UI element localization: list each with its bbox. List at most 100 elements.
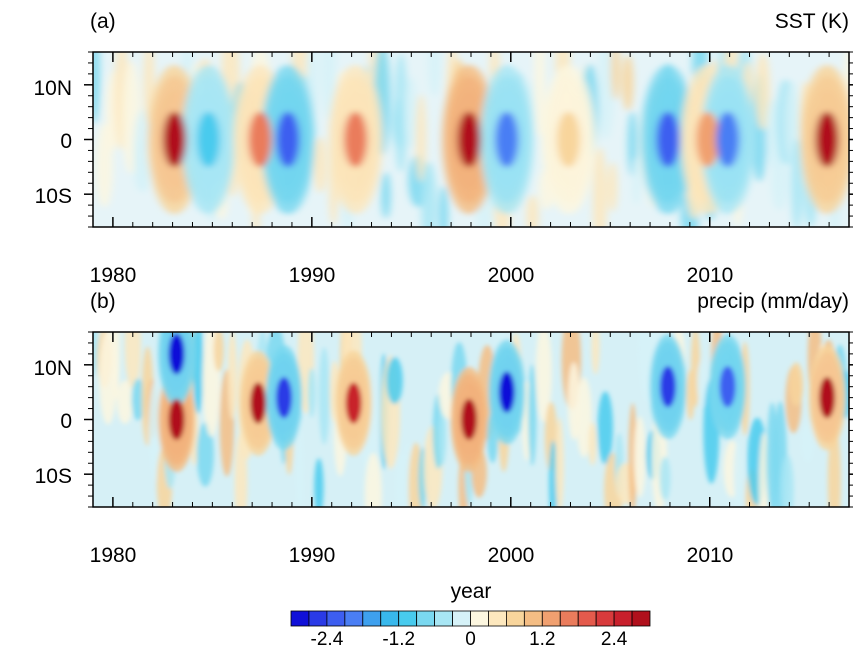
panel-b-xtick-label-1980: 1980 [90,544,137,567]
anomaly-core [344,111,368,168]
field-texture-cell [755,53,771,130]
field-texture-cell [93,52,100,125]
field-texture-cell [697,358,709,406]
colorbar-swatch [362,610,382,627]
colorbar-swatch [308,610,328,627]
panel-a-ticks [84,51,853,228]
colorbar-label: -2.4 [311,629,344,650]
field-texture-cell [611,52,621,101]
anomaly-core [659,366,676,408]
colorbar-swatch [523,610,543,627]
panel-b-letter: (b) [90,290,116,313]
panel-a-ytick-label-eq: 0 [60,130,72,153]
panel-a-xtick-label-1990: 1990 [289,264,336,287]
panel-a-xtick-label-2000: 2000 [488,264,535,287]
colorbar-swatch [595,610,615,627]
colorbar-swatch [577,610,597,627]
field-texture-cell [111,332,120,400]
colorbar-swatch [613,610,633,627]
colorbar-swatch [326,610,346,627]
field-texture-cell [576,377,592,458]
anomaly-core [819,377,836,419]
anomaly-core [196,111,220,168]
anomaly-core [457,111,481,168]
panel-b-variable-label: precip (mm/day) [697,290,849,313]
field-texture-cell [124,332,141,389]
field-texture-cell [364,452,382,507]
colorbar-label: 0 [465,629,476,650]
field-texture-cell [789,362,804,407]
anomaly-core [556,111,581,168]
field-texture-cell [213,332,224,372]
anomaly-core [656,111,680,168]
field-texture-cell [607,161,618,212]
panel-a-variable-label: SST (K) [775,10,849,33]
field-texture-cell [632,157,641,206]
panel-b-xtick-label-2000: 2000 [488,544,535,567]
field-texture-cell [381,171,391,219]
panel-b-ytick-label-eq: 0 [60,410,72,433]
panel-b-ticks [84,331,853,508]
field-texture-cell [307,367,316,418]
colorbar-swatch [505,610,525,627]
colorbar-label: 1.2 [529,629,555,650]
colorbar-swatch [631,610,651,627]
field-texture-cell [622,54,634,111]
anomaly-core [498,371,515,413]
colorbar-swatch [344,610,364,627]
field-texture-cell [548,440,558,507]
colorbar-swatch [470,610,489,627]
field-texture-cell [313,136,327,193]
panel-a-xtick-label-2010: 2010 [687,264,734,287]
colorbar-label: -1.2 [382,629,415,650]
anomaly-core [168,398,185,441]
field-texture-cell [800,421,815,463]
anomaly-core [275,377,292,419]
field-texture-cell [394,52,408,173]
field-texture-cell [790,138,803,227]
panel-b-ytick-label-10n: 10N [33,357,72,380]
field-texture-cell [526,195,539,227]
field-texture-cell [555,417,564,507]
anomaly-core [696,111,720,168]
anomaly-core [495,111,519,168]
field-texture-cell [597,391,614,465]
field-texture-cell [592,147,607,227]
anomaly-core [168,333,185,375]
panel-b-ytick-label-10s: 10S [35,465,72,488]
colorbar-swatch [488,610,507,627]
colorbar-swatch [541,610,561,627]
anomaly-core [276,111,300,168]
colorbar-swatch [559,610,579,627]
field-texture-cell [131,378,145,421]
field-texture-cell [386,357,403,405]
panel-a-ytick-label-10n: 10N [33,77,72,100]
field-texture-cell [295,419,305,507]
field-texture-cell [659,456,671,501]
field-texture-cell [439,185,449,227]
colorbar-swatch [452,610,471,627]
precip-anomaly-field [93,332,849,507]
field-texture-cell [428,52,442,97]
field-texture-cell [420,161,437,227]
field-texture-cell [227,332,238,420]
colorbar-swatch [380,610,400,627]
colorbar: -2.4 -1.2 0 1.2 2.4 [290,610,651,650]
field-texture-cell [733,440,744,507]
field-texture-cell [318,347,330,445]
field-texture-cell [196,422,214,487]
anomaly-core [719,366,736,408]
anomaly-core [248,111,272,168]
anomaly-core [250,382,267,424]
colorbar-swatch [290,610,310,627]
panel-b-xtick-label-2010: 2010 [687,544,734,567]
field-texture-cell [192,332,204,414]
panel-a-ytick-label-10s: 10S [35,185,72,208]
colorbar-label: 2.4 [601,629,628,650]
anomaly-core [815,111,839,168]
field-texture-cell [534,52,545,137]
field-texture-cell [535,332,552,423]
anomaly-core [345,382,362,424]
anomaly-core [716,111,740,168]
